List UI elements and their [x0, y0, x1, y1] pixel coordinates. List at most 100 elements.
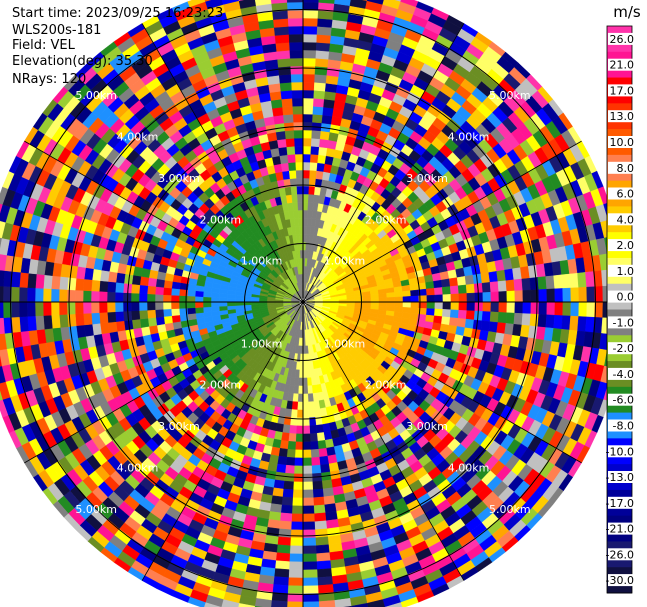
gate-cell-1274 — [577, 316, 587, 332]
ring-label-3-2: 3.00km — [406, 420, 448, 433]
colorbar-tick-label: -6.0 — [613, 394, 634, 407]
gate-cell-3569 — [218, 301, 228, 307]
gate-cell-1195 — [586, 286, 596, 303]
gate-cell-2372 — [302, 401, 309, 411]
gate-cell-3667 — [75, 277, 85, 291]
colorbar-tick-label: -26.0 — [606, 548, 634, 561]
gate-cell-3658 — [146, 285, 157, 295]
gate-cell-2453 — [290, 409, 298, 419]
gate-cell-2338 — [310, 448, 320, 459]
gate-cell-3577 — [154, 301, 164, 310]
gate-cell-2383 — [302, 489, 314, 499]
gate-cell-3652 — [194, 290, 204, 298]
gate-cell-18 — [302, 145, 312, 155]
gate-cell-1265 — [505, 312, 515, 325]
gate-cell-2411 — [297, 393, 304, 403]
gate-cell-1132 — [402, 290, 412, 298]
gate-cell-3580 — [130, 301, 140, 312]
gate-cell-3611 — [202, 296, 212, 303]
gate-cell-2474 — [273, 576, 289, 586]
gate-cell-2466 — [279, 512, 293, 522]
gate-cell-24 — [302, 97, 314, 107]
gate-cell-1220 — [466, 301, 476, 312]
gate-cell-1099 — [456, 276, 467, 286]
gate-cell-17 — [302, 153, 311, 163]
gate-cell-1145 — [505, 279, 515, 292]
gate-cell-3697 — [155, 278, 165, 288]
gate-cell-4777 — [295, 153, 304, 163]
gate-cell-2498 — [278, 447, 288, 458]
gate-cell-1267 — [521, 313, 531, 327]
gate-cell-1189 — [538, 288, 548, 303]
gate-cell-1235 — [586, 301, 596, 318]
gate-cell-4655 — [275, 171, 284, 181]
gate-cell-3547 — [75, 313, 85, 327]
gate-cell-158 — [362, 0, 368, 1]
gate-cell-4787 — [290, 73, 304, 83]
gate-cell-2473 — [273, 568, 290, 578]
ring-label-4-1: 4.00km — [448, 131, 490, 144]
gate-cell-2467 — [278, 520, 292, 530]
gate-cell-1209 — [378, 301, 388, 307]
gate-cell-2333 — [308, 409, 316, 419]
gate-cell-4776 — [295, 161, 304, 171]
gate-cell-3572 — [194, 301, 204, 308]
ring-label-4-3: 4.00km — [117, 462, 159, 475]
gate-cell-4746 — [279, 82, 293, 92]
gate-cell-3504 — [99, 322, 110, 335]
gate-cell-1098 — [448, 277, 459, 287]
gate-cell-3543 — [107, 311, 117, 323]
gate-cell-1188 — [530, 289, 540, 303]
gate-cell-1219 — [458, 301, 468, 311]
gate-cell-2351 — [315, 552, 331, 562]
gate-cell-3528 — [226, 305, 236, 311]
gate-cell-3583 — [106, 301, 116, 313]
gate-cell-3567 — [234, 301, 244, 306]
gate-cell-1194 — [578, 286, 588, 303]
gate-cell-4782 — [292, 113, 304, 123]
gate-cell-2379 — [302, 457, 312, 467]
gate-cell-2468 — [278, 528, 292, 538]
gate-cell-3568 — [226, 301, 236, 307]
gate-cell-3622 — [114, 291, 124, 303]
gate-cell-1305 — [504, 323, 515, 336]
gate-cell-2459 — [285, 456, 296, 467]
gate-cell-3629 — [58, 288, 68, 303]
gate-cell-3502 — [115, 320, 126, 332]
gate-cell-1234 — [578, 301, 588, 318]
gate-cell-2377 — [302, 441, 311, 451]
gate-cell-1270 — [545, 314, 555, 329]
gate-cell-3619 — [138, 293, 148, 303]
gate-cell-1298 — [448, 317, 459, 327]
gate-cell-4700 — [275, 130, 287, 141]
gate-cell-2389 — [302, 537, 317, 547]
gate-cell-1151 — [553, 274, 563, 290]
gate-cell-3612 — [194, 296, 204, 303]
gate-cell-4754 — [273, 18, 289, 28]
gate-cell-2385 — [302, 505, 315, 515]
gate-cell-1172 — [402, 296, 412, 303]
gate-cell-4740 — [284, 129, 295, 140]
gate-cell-4704 — [270, 98, 283, 109]
gate-cell-2380 — [302, 465, 313, 475]
gate-cell-1260 — [465, 310, 476, 321]
gate-cell-4695 — [282, 170, 291, 180]
nrays-text: NRays: 120 — [12, 72, 87, 87]
gate-cell-2504 — [270, 495, 283, 506]
gate-cell-3671 — [43, 274, 53, 290]
gate-cell-3615 — [170, 294, 180, 303]
gate-cell-2368 — [302, 369, 308, 379]
ring-label-5-1: 5.00km — [489, 89, 531, 102]
gate-cell-2293 — [314, 408, 322, 418]
gate-cell-3699 — [139, 276, 150, 286]
gate-cell-2413 — [296, 409, 304, 419]
gate-cell-2419 — [294, 457, 304, 467]
gate-cell-1233 — [570, 301, 580, 317]
gate-cell-67 — [314, 74, 328, 84]
gate-cell-1178 — [450, 293, 460, 303]
gate-cell-4730 — [293, 209, 299, 219]
gate-cell-35 — [302, 9, 319, 19]
gate-cell-1175 — [426, 294, 436, 303]
gate-cell-1225 — [506, 301, 516, 314]
gate-cell-102 — [321, 114, 333, 125]
